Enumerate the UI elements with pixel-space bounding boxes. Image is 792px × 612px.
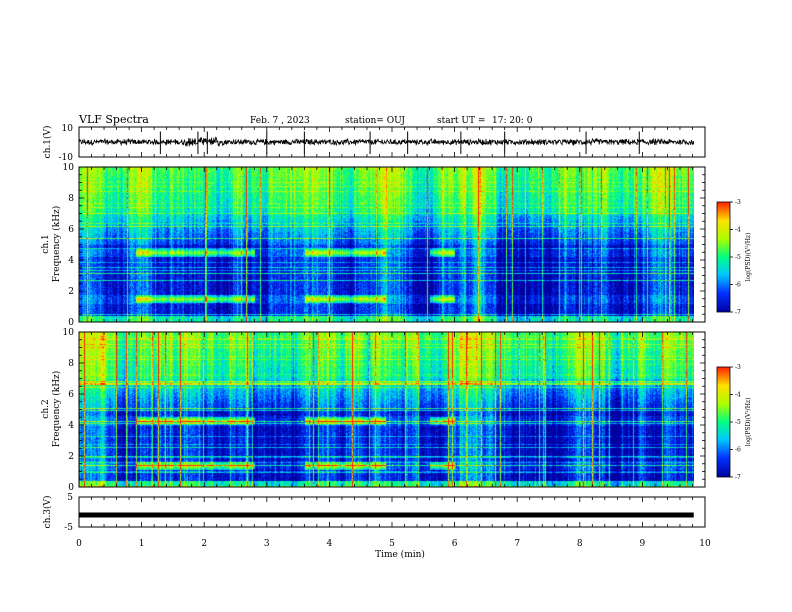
x-tick-label: 5 [389,539,395,549]
x-tick-label: 4 [327,539,333,549]
x-axis-label: Time (min) [375,549,425,560]
colorbar-tick-label: -4 [735,392,741,399]
ch1-spectrogram-yticklabels: 10 8 6 4 2 0 [63,163,75,328]
colorbar-tick-label: -3 [735,364,741,371]
ch1-ytick-top: 10 [62,124,74,134]
ch3-waveform-line [79,512,694,518]
ch3-waveform-trace [79,512,694,518]
ch2-colorbar-ticks: -3 -4 -5 -6 -7 [730,364,741,481]
ch1-waveform-line [78,136,695,147]
y-tick-label: 8 [68,359,74,369]
x-axis-tick-labels: 0 1 2 3 4 5 6 7 8 9 10 [76,539,711,549]
x-tick-label: 6 [452,539,458,549]
ch3-ytick-bottom: -5 [64,523,73,533]
y-tick-label: 8 [68,194,74,204]
x-tick-label: 10 [699,539,711,549]
spectrogram-raster [79,332,694,487]
colorbar-tick-label: -7 [735,309,741,316]
ch1-spectrogram-image [79,167,694,322]
colorbar-tick-label: -6 [735,282,741,289]
y-tick-label: 10 [63,328,75,338]
ch1-colorbar-ticks: -3 -4 -5 -6 -7 [730,199,741,316]
ch1-waveform-panel: 10 -10 ch.1(V) [42,124,706,163]
header-station: station= OUJ [345,116,405,126]
ch2-spectrogram-ticks [78,331,706,488]
ch1-colorbar [716,201,731,313]
colorbar-tick-label: -4 [735,227,741,234]
colorbar-tick-label: -6 [735,447,741,454]
x-tick-label: 1 [139,539,145,549]
figure-title: VLF Spectra [78,113,149,126]
x-tick-label: 0 [76,539,82,549]
y-tick-label: 0 [68,318,74,328]
ch1-waveform-ylabel: ch.1(V) [42,126,53,159]
colorbar-tick-label: -3 [735,199,741,206]
x-tick-label: 7 [514,539,520,549]
colorbar-tick-label: -5 [735,254,741,261]
ch3-waveform-panel: 5 -5 ch.3(V) [42,493,706,533]
y-tick-label: 2 [68,452,74,462]
y-tick-label: 0 [68,483,74,493]
y-tick-label: 2 [68,287,74,297]
ch1-colorbar-label: log(PSD)(V²/Hz) [745,233,752,282]
ch2-spec-ylabel-line2: Frequency (kHz) [51,371,62,448]
ch2-spectrogram-yticklabels: 10 8 6 4 2 0 [63,328,75,493]
ch3-waveform-ylabel: ch.3(V) [42,496,53,529]
x-tick-label: 2 [201,539,207,549]
x-tick-label: 9 [640,539,646,549]
y-tick-label: 4 [68,256,74,266]
spectrogram-raster [79,167,694,322]
ch2-colorbar-label: log(PSD)(V²/Hz) [745,398,752,447]
ch2-colorbar [716,366,731,478]
header-start-label: start UT = [437,116,485,126]
ch2-spec-ylabel-line1: ch.2 [41,399,51,418]
x-tick-label: 8 [577,539,583,549]
y-tick-label: 6 [68,225,74,235]
ch1-spectrogram-ticks [78,166,706,323]
header-start-time: 17: 20: 0 [492,116,533,126]
ch1-spec-ylabel-line1: ch.1 [41,234,51,253]
y-tick-label: 10 [63,163,75,173]
ch3-ytick-top: 5 [67,493,73,503]
ch3-waveform-ticks [78,496,706,528]
y-tick-label: 6 [68,390,74,400]
colorbar-tick-label: -7 [735,474,741,481]
colorbar-tick-label: -5 [735,419,741,426]
ch2-spectrogram-image [79,332,694,487]
ch1-ytick-bottom: -10 [59,153,74,163]
header-date: Feb. 7 , 2023 [250,116,310,126]
ch1-waveform-trace [78,131,695,154]
y-tick-label: 4 [68,421,74,431]
x-tick-label: 3 [264,539,270,549]
ch1-spec-ylabel-line2: Frequency (kHz) [51,206,62,283]
ch1-waveform-ticks [78,126,706,158]
